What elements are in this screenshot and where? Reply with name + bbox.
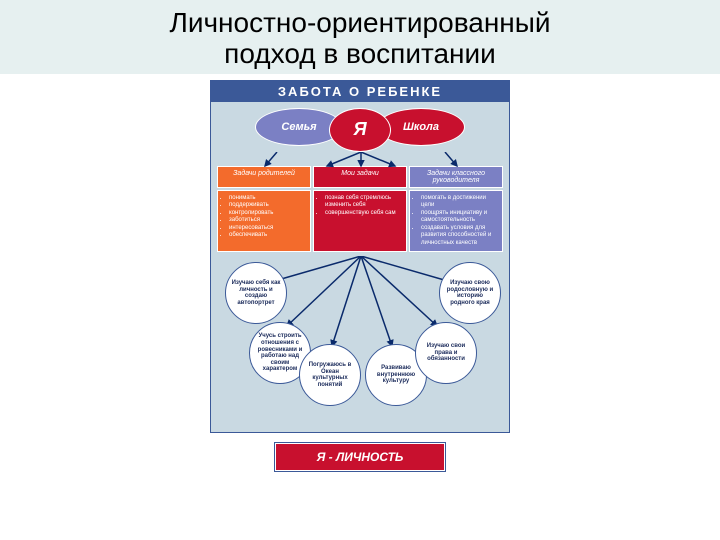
circle-node: Изучаю свои права и обязанности (415, 322, 477, 384)
list-item: поддерживать (229, 202, 307, 210)
card-header: ЗАБОТА О РЕБЕНКЕ (211, 81, 509, 102)
list-item: совершенствую себя сам (325, 210, 403, 218)
footer-banner: Я - ЛИЧНОСТЬ (275, 443, 445, 471)
list-item: понимать (229, 195, 307, 203)
title-line-1: Личностно-ориентированный (169, 7, 550, 38)
diagram: ЗАБОТА О РЕБЕНКЕ Семья Я Школа (210, 80, 510, 471)
detail-parents: пониматьподдерживатьконтролироватьзаботи… (217, 190, 311, 253)
list-item: заботиться (229, 217, 307, 225)
circle-node: Изучаю свою родословную и историю родног… (439, 262, 501, 324)
list-item: интересоваться (229, 225, 307, 233)
title-line-2: подход в воспитании (224, 38, 496, 69)
circles-layer: Изучаю себя как личность и создаю автопо… (217, 256, 503, 406)
list-item: помогать в достижении цели (421, 195, 499, 210)
task-row: Задачи родителей Мои задачи Задачи класс… (217, 166, 503, 188)
card-body: Семья Я Школа Задачи родителей (211, 102, 509, 432)
card: ЗАБОТА О РЕБЕНКЕ Семья Я Школа (210, 80, 510, 433)
circle-node: Изучаю себя как личность и создаю автопо… (225, 262, 287, 324)
arrow-layer-top (217, 152, 503, 166)
task-mine: Мои задачи (313, 166, 407, 188)
oval-self: Я (329, 108, 391, 152)
ovals-row: Семья Я Школа (217, 108, 503, 152)
list-item: обеспечивать (229, 232, 307, 240)
task-teacher: Задачи классного руководителя (409, 166, 503, 188)
page-title: Личностно-ориентированный подход в воспи… (0, 0, 720, 74)
circle-node: Погружаюсь в Океан культурных понятий (299, 344, 361, 406)
detail-row: пониматьподдерживатьконтролироватьзаботи… (217, 190, 503, 253)
list-item: создавать условия для развития способнос… (421, 225, 499, 248)
list-item: контролировать (229, 210, 307, 218)
list-item: познав себя стремлюсь изменить себя (325, 195, 403, 210)
list-item: поощрять инициативу и самостоятельность (421, 210, 499, 225)
detail-teacher: помогать в достижении целипоощрять иници… (409, 190, 503, 253)
task-parents: Задачи родителей (217, 166, 311, 188)
detail-mine: познав себя стремлюсь изменить себясовер… (313, 190, 407, 253)
